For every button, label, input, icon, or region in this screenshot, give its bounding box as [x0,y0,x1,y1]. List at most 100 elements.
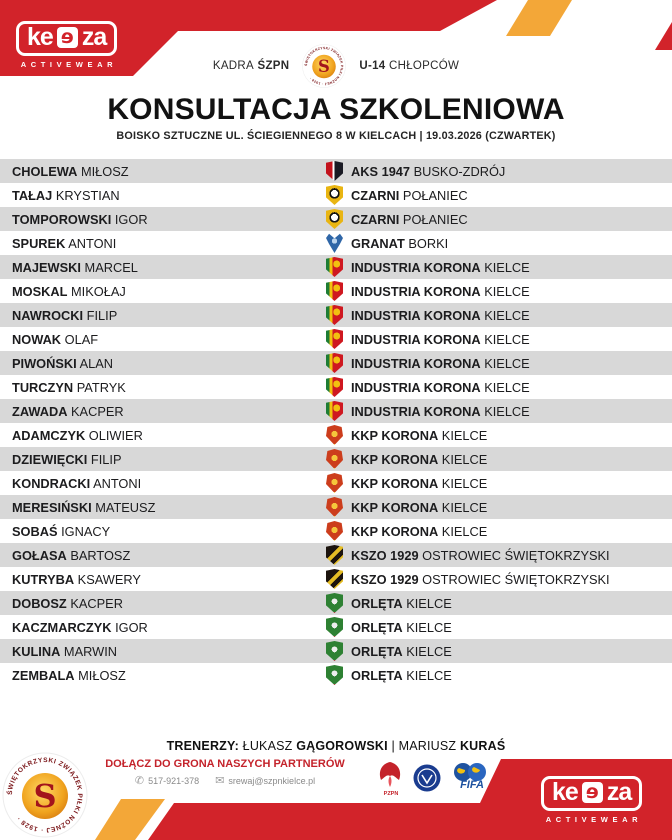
player-last-name: KONDRACKI [12,475,91,491]
player-name: NOWAK OLAF [0,332,326,347]
roster-row: TAŁAJ KRYSTIAN CZARNI POŁANIEC [0,183,672,207]
club-crest-icon [326,305,343,325]
club-name: ORLĘTA KIELCE [351,644,452,659]
club-name: INDUSTRIA KORONA KIELCE [351,356,530,371]
page-title: KONSULTACJA SZKOLENIOWA [107,93,565,126]
player-last-name: GOŁASA [12,547,67,563]
player-last-name: SOBAŚ [12,523,58,539]
player-first-name: MARCEL [84,259,138,275]
player-name: MOSKAL MIKOŁAJ [0,284,326,299]
club-crest-icon [326,545,343,565]
club-name-bold: AKS 1947 [351,163,411,179]
club-name-bold: INDUSTRIA KORONA [351,259,481,275]
player-club: KKP KORONA KIELCE [326,473,487,493]
player-name: KUTRYBA KSAWERY [0,572,326,587]
player-last-name: DZIEWIĘCKI [12,451,88,467]
player-last-name: NAWROCKI [12,307,84,323]
player-last-name: ZAWADA [12,403,68,419]
roster-row: MAJEWSKI MARCEL INDUSTRIA KORONA KIELCE [0,255,672,279]
player-club: KKP KORONA KIELCE [326,521,487,541]
club-crest-icon [326,665,343,685]
player-last-name: CHOLEWA [12,163,78,179]
player-first-name: KACPER [70,595,123,611]
phone-icon: ✆ [134,774,145,787]
roster-row: MERESIŃSKI MATEUSZ KKP KORONA KIELCE [0,495,672,519]
player-name: SOBAŚ IGNACY [0,524,326,539]
club-crest-icon [326,473,343,493]
club-name-rest: KIELCE [484,283,530,299]
player-last-name: ZEMBALA [12,667,75,683]
club-crest-icon [326,593,343,613]
club-name: ORLĘTA KIELCE [351,596,452,611]
player-name: ADAMCZYK OLIWIER [0,428,326,443]
player-last-name: SPUREK [12,235,66,251]
player-name: TURCZYN PATRYK [0,380,326,395]
roster-row: DOBOSZ KACPER ORLĘTA KIELCE [0,591,672,615]
club-crest-icon [326,425,343,445]
club-crest-icon [326,329,343,349]
roster-row: DZIEWIĘCKI FILIP KKP KORONA KIELCE [0,447,672,471]
header-red-band [0,0,497,76]
pzpn-logo: PZPN [375,760,407,797]
player-club: KKP KORONA KIELCE [326,425,487,445]
player-club: AKS 1947 BUSKO-ZDRÓJ [326,161,505,181]
club-name-bold: CZARNI [351,211,400,227]
club-name-bold: KKP KORONA [351,427,439,443]
roster-row: TOMPOROWSKI IGOR CZARNI POŁANIEC [0,207,672,231]
fifa-logo: FIFA [451,762,493,791]
contact-row: ✆ 517-921-378 ✉ srewaj@szpnkielce.pl [100,775,350,786]
club-crest-icon [326,521,343,541]
player-first-name: IGNACY [61,523,111,539]
player-last-name: MOSKAL [12,283,68,299]
player-club: CZARNI POŁANIEC [326,185,468,205]
player-first-name: OLAF [64,331,99,347]
club-name-rest: KIELCE [484,379,530,395]
header-orange-stripe [506,0,572,36]
club-name-rest: KIELCE [406,643,452,659]
club-crest-icon [326,257,343,277]
player-club: KKP KORONA KIELCE [326,449,487,469]
club-name-bold: INDUSTRIA KORONA [351,355,481,371]
player-last-name: KUTRYBA [12,571,75,587]
club-name-bold: ORLĘTA [351,619,403,635]
player-name: SPUREK ANTONI [0,236,326,251]
club-name-bold: KKP KORONA [351,523,439,539]
player-first-name: MATEUSZ [95,499,156,515]
partners-heading: DOŁĄCZ DO GRONA NASZYCH PARTNERÓW [105,758,345,770]
player-club: CZARNI POŁANIEC [326,209,468,229]
roster-row: KACZMARCZYK IGOR ORLĘTA KIELCE [0,615,672,639]
club-name: INDUSTRIA KORONA KIELCE [351,332,530,347]
page-subtitle: BOISKO SZTUCZNE UL. ŚCIEGIENNEGO 8 W KIE… [116,130,556,142]
club-name-bold: KSZO 1929 [351,547,419,563]
club-name-rest: OSTROWIEC ŚWIĘTOKRZYSKI [422,571,610,587]
club-crest-icon [326,449,343,469]
pzpn-eagle-icon [379,762,401,787]
phone-number: 517-921-378 [148,775,200,786]
club-name-rest: KIELCE [484,331,530,347]
player-club: ORLĘTA KIELCE [326,593,452,613]
player-last-name: KACZMARCZYK [12,619,112,635]
club-name: KKP KORONA KIELCE [351,428,487,443]
player-first-name: IGOR [114,211,148,227]
club-name-bold: INDUSTRIA KORONA [351,283,481,299]
club-crest-icon [326,377,343,397]
club-crest-icon [326,401,343,421]
email-address: srewaj@szpnkielce.pl [228,775,316,786]
envelope-icon: ✉ [215,774,225,787]
club-name-bold: ORLĘTA [351,643,403,659]
player-first-name: MIŁOSZ [80,163,129,179]
roster-row: MOSKAL MIKOŁAJ INDUSTRIA KORONA KIELCE [0,279,672,303]
email-item: ✉ srewaj@szpnkielce.pl [215,775,315,786]
footer-orange-stripe [95,799,165,840]
svg-text:S: S [33,777,56,815]
fifa-globes-icon [454,763,486,781]
club-name-rest: POŁANIEC [402,187,468,203]
player-name: DZIEWIĘCKI FILIP [0,452,326,467]
club-crest-icon [326,209,343,229]
player-club: INDUSTRIA KORONA KIELCE [326,377,530,397]
club-crest-icon [326,185,343,205]
club-crest-icon [326,161,343,181]
roster-row: KONDRACKI ANTONI KKP KORONA KIELCE [0,471,672,495]
player-name: PIWOŃSKI ALAN [0,356,326,371]
trainer2-last: KURAŚ [459,739,506,753]
